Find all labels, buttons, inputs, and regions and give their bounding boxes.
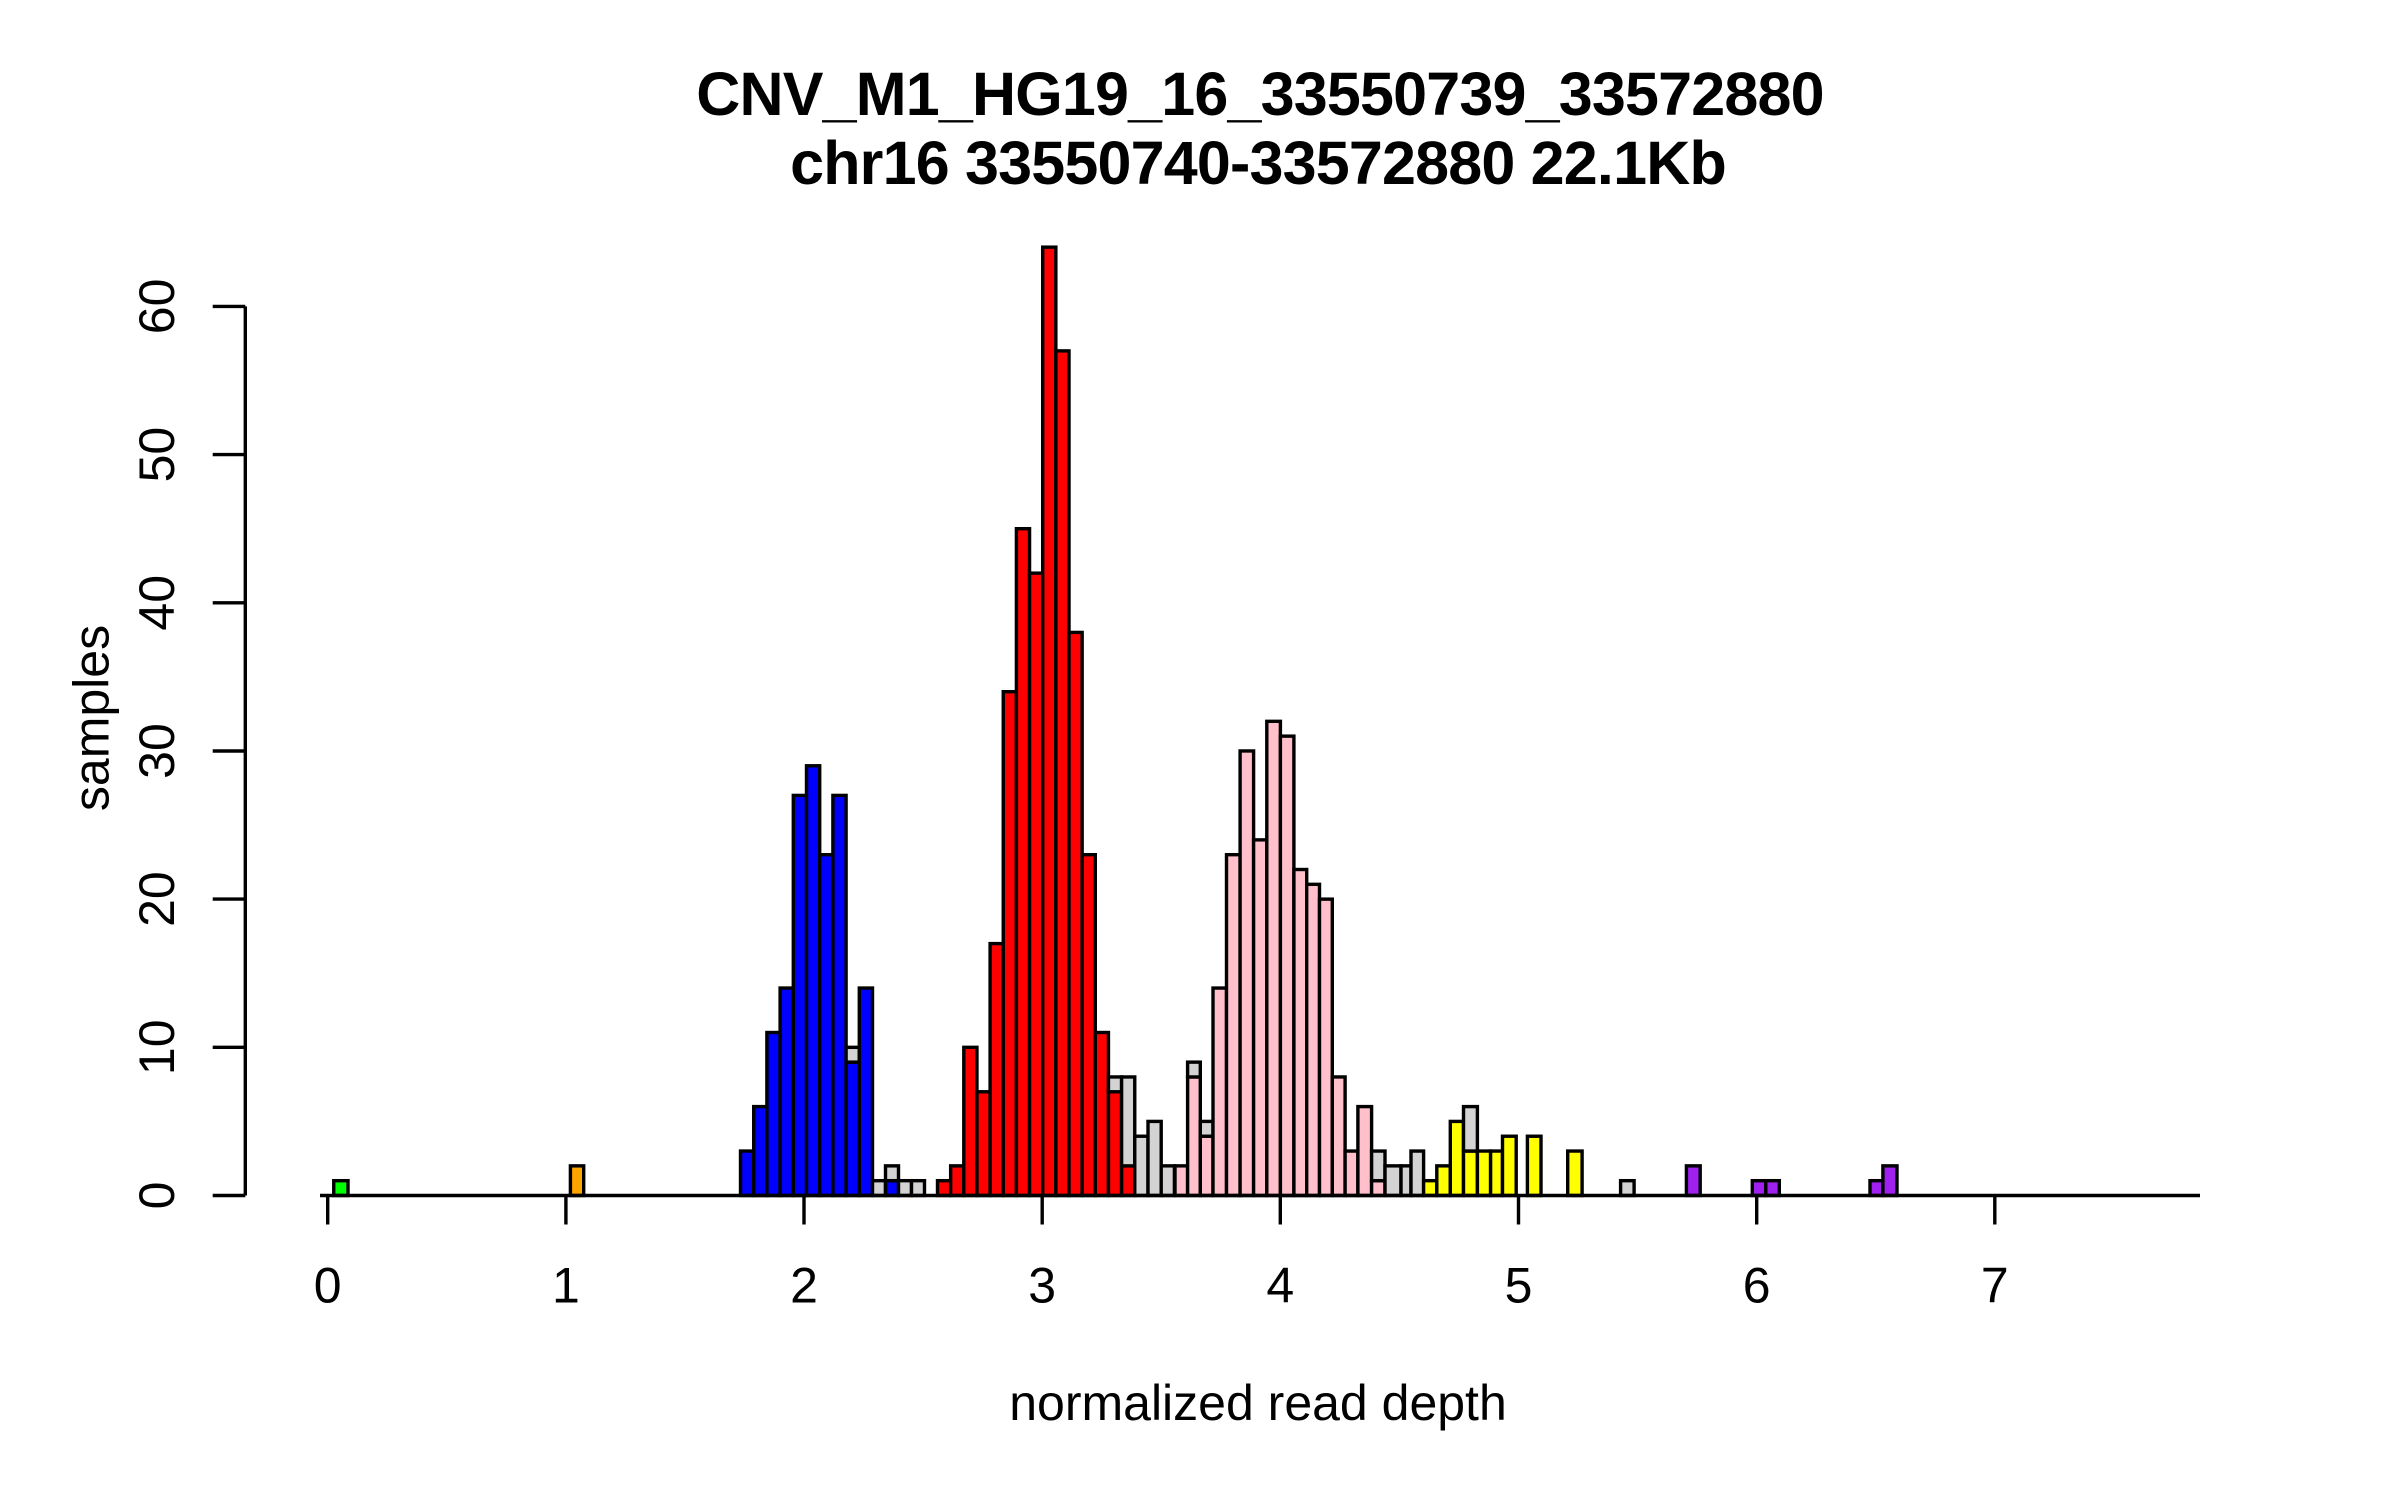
svg-text:20: 20: [129, 871, 185, 927]
svg-text:40: 40: [129, 575, 185, 631]
svg-text:0: 0: [314, 1258, 342, 1314]
svg-text:1: 1: [552, 1258, 580, 1314]
svg-text:50: 50: [129, 427, 185, 483]
svg-text:chr16 33550740-33572880 22.1Kb: chr16 33550740-33572880 22.1Kb: [790, 129, 1726, 197]
svg-text:5: 5: [1505, 1258, 1533, 1314]
svg-text:3: 3: [1028, 1258, 1056, 1314]
svg-text:30: 30: [129, 723, 185, 779]
svg-text:60: 60: [129, 279, 185, 335]
svg-text:6: 6: [1743, 1258, 1771, 1314]
svg-text:4: 4: [1266, 1258, 1294, 1314]
svg-text:7: 7: [1981, 1258, 2009, 1314]
svg-text:0: 0: [129, 1182, 185, 1210]
svg-text:CNV_M1_HG19_16_33550739_335728: CNV_M1_HG19_16_33550739_33572880: [696, 60, 1824, 128]
svg-text:10: 10: [129, 1019, 185, 1075]
svg-text:2: 2: [790, 1258, 818, 1314]
svg-text:samples: samples: [64, 625, 120, 811]
svg-text:normalized read depth: normalized read depth: [1009, 1375, 1507, 1431]
